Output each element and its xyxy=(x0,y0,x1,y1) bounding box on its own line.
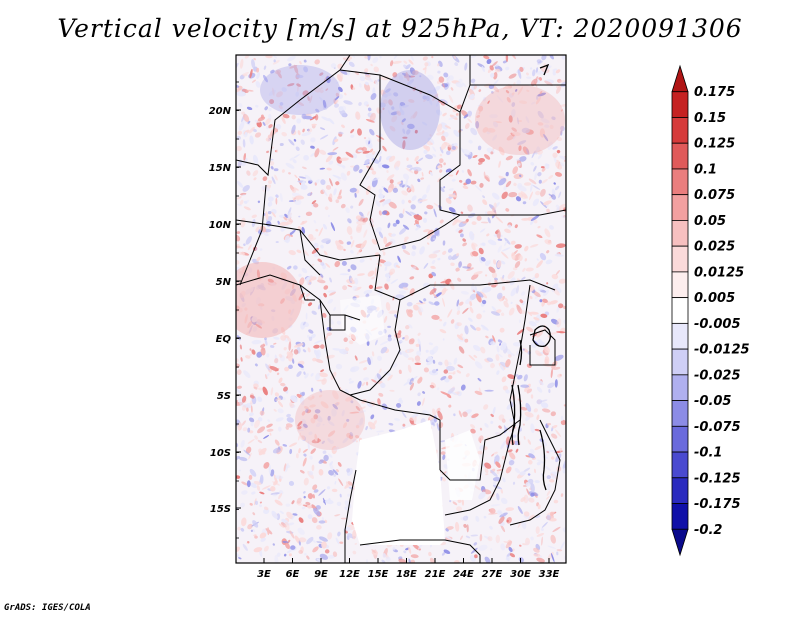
lon-tick-label: 18E xyxy=(396,569,417,580)
colorbar-swatch xyxy=(671,142,689,170)
colorbar-swatch xyxy=(671,220,689,247)
latitude-axis: 20N 15N 10N 5N EQ 5S 10S 15S xyxy=(209,81,241,539)
colorbar-swatch xyxy=(671,64,689,93)
lat-tick-label: EQ xyxy=(216,334,232,345)
colorbar-swatch xyxy=(671,503,689,530)
colorbar: 0.175 0.15 0.125 0.1 0.075 0.05 0.025 0.0125 0.0… xyxy=(671,64,750,557)
colorbar-label: -0.2 xyxy=(694,523,722,538)
colorbar-label: 0.0125 xyxy=(694,265,744,280)
colorbar-swatch xyxy=(671,374,689,401)
colorbar-swatch xyxy=(671,271,689,299)
colorbar-label: 0.175 xyxy=(694,85,735,100)
colorbar-label: -0.075 xyxy=(694,420,741,435)
lat-tick-label: 15S xyxy=(210,504,231,515)
lat-tick-label: 10S xyxy=(210,448,231,459)
lon-tick-label: 21E xyxy=(425,569,446,580)
colorbar-label: -0.175 xyxy=(694,497,741,512)
lon-tick-label: 12E xyxy=(339,569,360,580)
lon-tick-label: 24E xyxy=(453,569,474,580)
longitude-axis: 3E 6E 9E 12E 15E 18E 21E 24E 27E 30E 33E xyxy=(257,558,560,580)
colorbar-swatch xyxy=(671,451,689,479)
colorbar-label: 0.075 xyxy=(694,188,735,203)
lon-tick-label: 33E xyxy=(539,569,560,580)
lon-tick-label: 27E xyxy=(482,569,503,580)
velocity-field xyxy=(236,55,566,563)
country-borders xyxy=(236,55,566,563)
lon-tick-label: 6E xyxy=(286,569,300,580)
colorbar-label: -0.0125 xyxy=(694,343,750,358)
colorbar-swatch xyxy=(671,477,689,504)
colorbar-label: -0.125 xyxy=(694,471,741,486)
colorbar-label: -0.05 xyxy=(694,394,731,409)
grads-credit: GrADS: IGES/COLA xyxy=(4,603,91,613)
colorbar-swatch xyxy=(671,245,689,273)
chart-title: Vertical velocity [m/s] at 925hPa, VT: 2… xyxy=(57,14,743,43)
colorbar-swatch xyxy=(671,528,689,557)
map-frame xyxy=(235,54,567,564)
lon-tick-label: 15E xyxy=(368,569,389,580)
colorbar-swatch xyxy=(671,117,689,144)
colorbar-swatch xyxy=(671,194,689,221)
colorbar-label: -0.1 xyxy=(694,446,722,461)
lat-tick-label: 20N xyxy=(209,106,232,117)
colorbar-label: 0.005 xyxy=(694,291,735,306)
lon-tick-label: 9E xyxy=(314,569,328,580)
colorbar-swatch xyxy=(671,91,689,118)
lon-tick-label: 3E xyxy=(257,569,271,580)
colorbar-label: 0.125 xyxy=(694,137,735,152)
colorbar-label: -0.005 xyxy=(694,317,741,332)
colorbar-swatch xyxy=(671,297,689,324)
colorbar-swatch xyxy=(671,348,689,376)
colorbar-swatch xyxy=(671,425,689,453)
colorbar-label: 0.15 xyxy=(694,111,726,126)
lake-outlines xyxy=(511,63,551,491)
colorbar-label: 0.05 xyxy=(694,214,726,229)
velocity-speckles xyxy=(236,55,566,563)
colorbar-swatch xyxy=(671,168,689,196)
colorbar-label: 0.1 xyxy=(694,162,717,177)
lat-tick-label: 5N xyxy=(216,277,232,288)
colorbar-label: 0.025 xyxy=(694,240,735,255)
colorbar-swatch xyxy=(671,400,689,427)
colorbar-swatch xyxy=(671,322,689,350)
lat-tick-label: 10N xyxy=(209,220,232,231)
colorbar-label: -0.025 xyxy=(694,368,741,383)
lat-tick-label: 15N xyxy=(209,163,232,174)
lon-tick-label: 30E xyxy=(510,569,531,580)
lat-tick-label: 5S xyxy=(217,391,231,402)
